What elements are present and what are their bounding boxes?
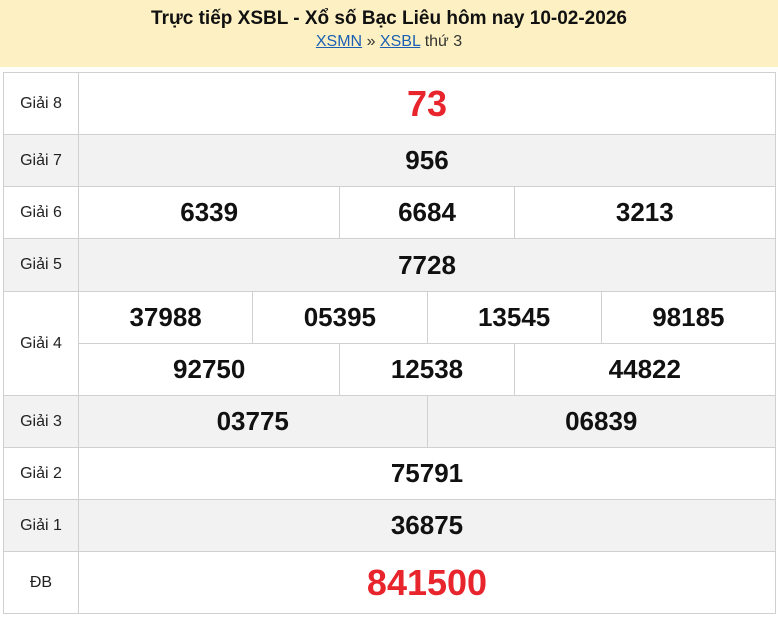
prize-number: 13545 <box>426 291 602 344</box>
prize-number: 6684 <box>339 186 515 239</box>
link-xsbl[interactable]: XSBL <box>379 33 421 50</box>
prize-number: 05395 <box>252 291 428 344</box>
prize-number: 44822 <box>513 343 777 396</box>
prize-label: Giải 6 <box>3 186 79 239</box>
prize-number: 03775 <box>78 395 428 448</box>
prize-label: ĐB <box>3 551 79 614</box>
prize-number: 92750 <box>77 343 341 396</box>
prize-label: Giải 3 <box>3 395 79 448</box>
prize-label: Giải 4 <box>3 291 79 396</box>
prize-number: 6339 <box>77 186 341 239</box>
special-prize-number: 841500 <box>78 551 776 614</box>
prize-number: 98185 <box>600 291 777 344</box>
prize-number: 3213 <box>513 186 777 239</box>
prize-label: Giải 8 <box>3 72 79 135</box>
page-header: Trực tiếp XSBL - Xổ số Bạc Liêu hôm nay … <box>0 0 778 67</box>
prize-label: Giải 2 <box>3 447 79 500</box>
prize-label: Giải 7 <box>3 134 79 187</box>
prize-number: 75791 <box>78 447 776 500</box>
weekday: thứ 3 <box>424 33 463 50</box>
prize-number: 956 <box>78 134 776 187</box>
prize-number: 7728 <box>78 238 776 292</box>
prize-number: 36875 <box>78 499 776 552</box>
page-title: Trực tiếp XSBL - Xổ số Bạc Liêu hôm nay … <box>151 8 627 29</box>
breadcrumb-separator: » <box>366 33 376 50</box>
prize-label: Giải 5 <box>3 238 79 292</box>
prize-number: 12538 <box>339 343 515 396</box>
prize-number: 73 <box>78 72 776 135</box>
prize-number: 37988 <box>77 291 254 344</box>
results-table: Giải 8 73 Giải 7 956 Giải 6 6339 6684 3213 Gi… <box>3 72 777 614</box>
prize-label: Giải 1 <box>3 499 79 552</box>
prize-number: 06839 <box>426 395 776 448</box>
breadcrumb: XSMN » XSBL thứ 3 <box>0 33 778 51</box>
link-xsmn[interactable]: XSMN <box>315 33 363 50</box>
